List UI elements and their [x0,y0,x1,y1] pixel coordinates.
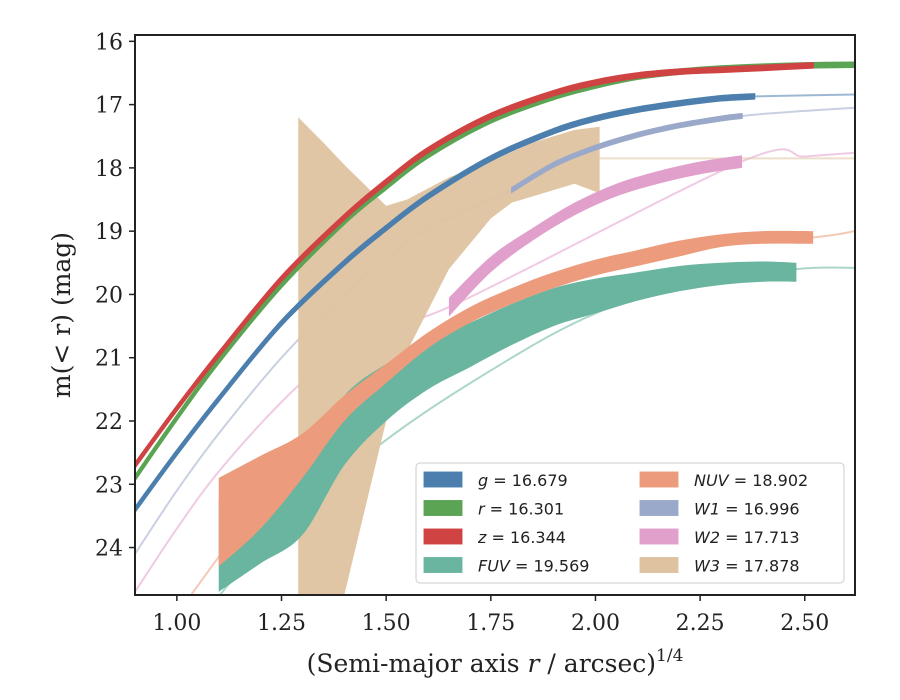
legend-label-w3: W3 = 17.878 [694,557,800,576]
legend-label-g: g = 16.679 [478,471,568,490]
y-tick-label: 16 [95,30,123,55]
y-tick-label: 23 [95,473,123,498]
legend-swatch-nuv [639,471,679,488]
legend-label-fuv: FUV = 19.569 [478,557,589,576]
series-z-line [135,62,814,470]
legend-box [415,462,845,584]
series-w1-line [510,112,743,194]
plot-frame [134,34,856,596]
legend-label-nuv: NUV = 18.902 [694,471,808,490]
legend-swatch-g [423,471,463,488]
legend-label-w1: W1 = 16.996 [694,500,800,519]
y-axis-label: m(< r) (mag) [47,232,76,398]
y-tick-label: 22 [95,410,123,435]
x-tick-label: 1.00 [152,611,201,636]
legend-swatch-w2 [639,528,679,545]
x-axis: 1.00 1.25 1.50 1.75 2.00 2.25 2.50 [152,595,829,636]
legend-swatch-fuv [423,557,463,573]
legend-swatch-w1 [639,500,679,516]
y-tick-label: 17 [95,94,123,119]
y-axis: 16 17 18 19 20 21 22 23 24 [95,30,135,562]
y-tick-label: 20 [95,283,123,308]
series-g-extension [754,93,855,98]
series-g-line [135,93,756,514]
x-tick-label: 2.50 [780,611,829,636]
legend-label-w2: W2 = 17.713 [694,528,800,547]
y-tick-label: 19 [95,220,123,245]
x-tick-label: 2.25 [676,611,725,636]
legend-swatch-w3 [639,557,679,573]
plot-area [135,61,855,595]
x-tick-label: 1.50 [362,611,411,636]
y-tick-label: 21 [95,347,123,372]
legend-label-z: z = 16.344 [477,528,566,547]
y-tick-label: 24 [95,537,123,562]
series-w2-band [448,155,742,317]
series-nuv-band [218,230,814,567]
legend-swatch-r [423,500,463,516]
x-tick-label: 1.25 [257,611,306,636]
legend-swatch-z [423,528,463,545]
x-tick-label: 2.00 [571,611,620,636]
y-tick-label: 18 [95,157,123,182]
legend: g = 16.679 r = 16.301 z = 16.344 FUV = 19.5… [415,462,845,584]
x-axis-label: (Semi-major axis r / arcsec)1/4 [307,646,684,678]
legend-label-r: r = 16.301 [478,500,564,519]
x-tick-label: 1.75 [466,611,515,636]
